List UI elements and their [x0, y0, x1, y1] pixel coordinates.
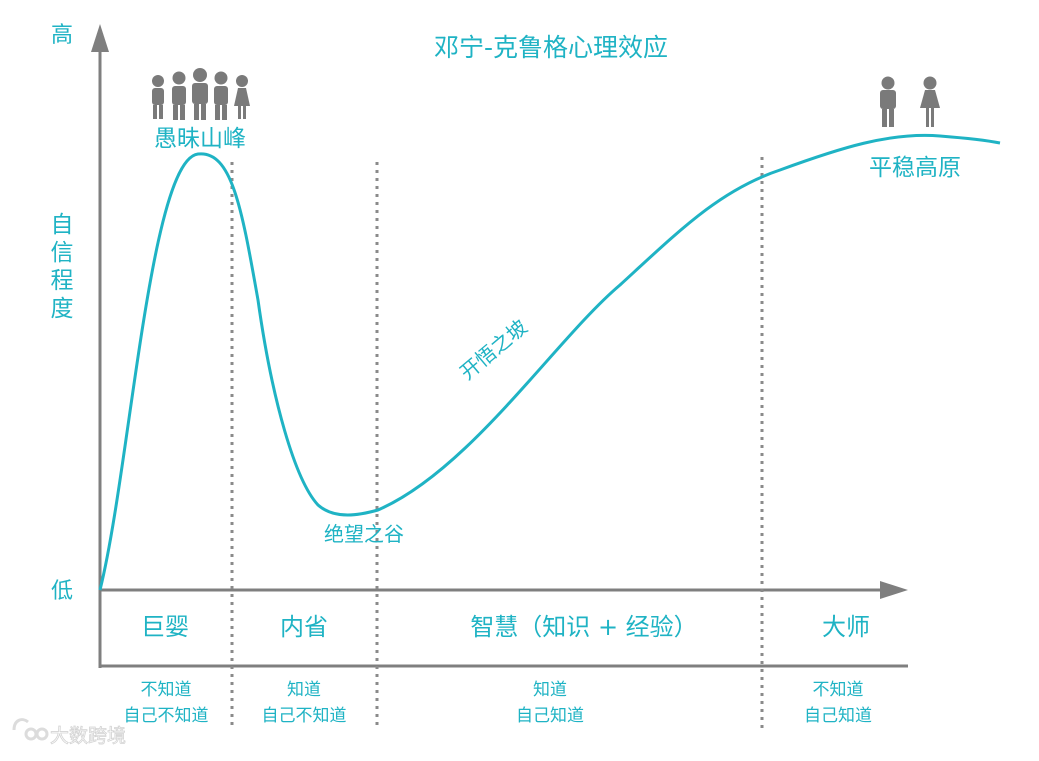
couple-figures-icon — [880, 76, 940, 127]
person-figure-icon — [214, 71, 228, 120]
y-axis-title: 自 信 程 度 — [51, 212, 74, 322]
slope-label: 开悟之坡 — [455, 315, 532, 385]
stage-knowledge-line: 自己知道 — [804, 706, 872, 726]
person-figure-icon — [920, 76, 940, 127]
watermark-logo-icon — [12, 718, 49, 741]
peak-label: 愚昧山峰 — [154, 126, 246, 152]
stage-knowledge-line: 不知道 — [141, 680, 192, 700]
x-axis-arrow-icon — [880, 581, 908, 599]
person-figure-icon — [152, 75, 164, 119]
y-axis-title-char: 自 — [51, 212, 74, 238]
stage-knowledge-line: 自己不知道 — [124, 706, 209, 726]
diagram-title: 邓宁-克鲁格心理效应 — [434, 33, 668, 62]
stage-knowledge-line: 知道 — [287, 680, 321, 700]
plateau-label: 平稳高原 — [869, 155, 961, 181]
y-axis-title-char: 程 — [51, 268, 74, 294]
stage-dividers — [230, 157, 764, 730]
watermark-text: 大数跨境 — [50, 725, 126, 747]
y-axis-low-label: 低 — [51, 579, 73, 604]
stage-name: 内省 — [280, 613, 328, 641]
stage-knowledge-line: 知道 — [533, 680, 567, 700]
y-axis-arrow-icon — [91, 24, 109, 52]
stage-knowledge-line: 自己知道 — [516, 706, 584, 726]
person-figure-icon — [192, 68, 208, 120]
stage-knowledge-line: 自己不知道 — [262, 706, 347, 726]
y-axis-high-label: 高 — [51, 23, 73, 48]
y-axis-title-char: 信 — [51, 240, 74, 266]
person-figure-icon — [172, 71, 186, 120]
stage-knowledge-line: 不知道 — [813, 680, 864, 700]
watermark: 大数跨境 — [12, 718, 126, 747]
confidence-curve — [98, 133, 1001, 591]
y-axis-title-char: 度 — [51, 296, 74, 322]
valley-label: 绝望之谷 — [324, 522, 404, 546]
stage-name: 智慧（知识 + 经验） — [470, 613, 697, 641]
crowd-figures-icon — [152, 68, 250, 120]
stage-name: 大师 — [822, 613, 870, 641]
person-figure-icon — [234, 75, 250, 119]
stage-name: 巨婴 — [141, 613, 189, 641]
person-figure-icon — [880, 76, 896, 127]
